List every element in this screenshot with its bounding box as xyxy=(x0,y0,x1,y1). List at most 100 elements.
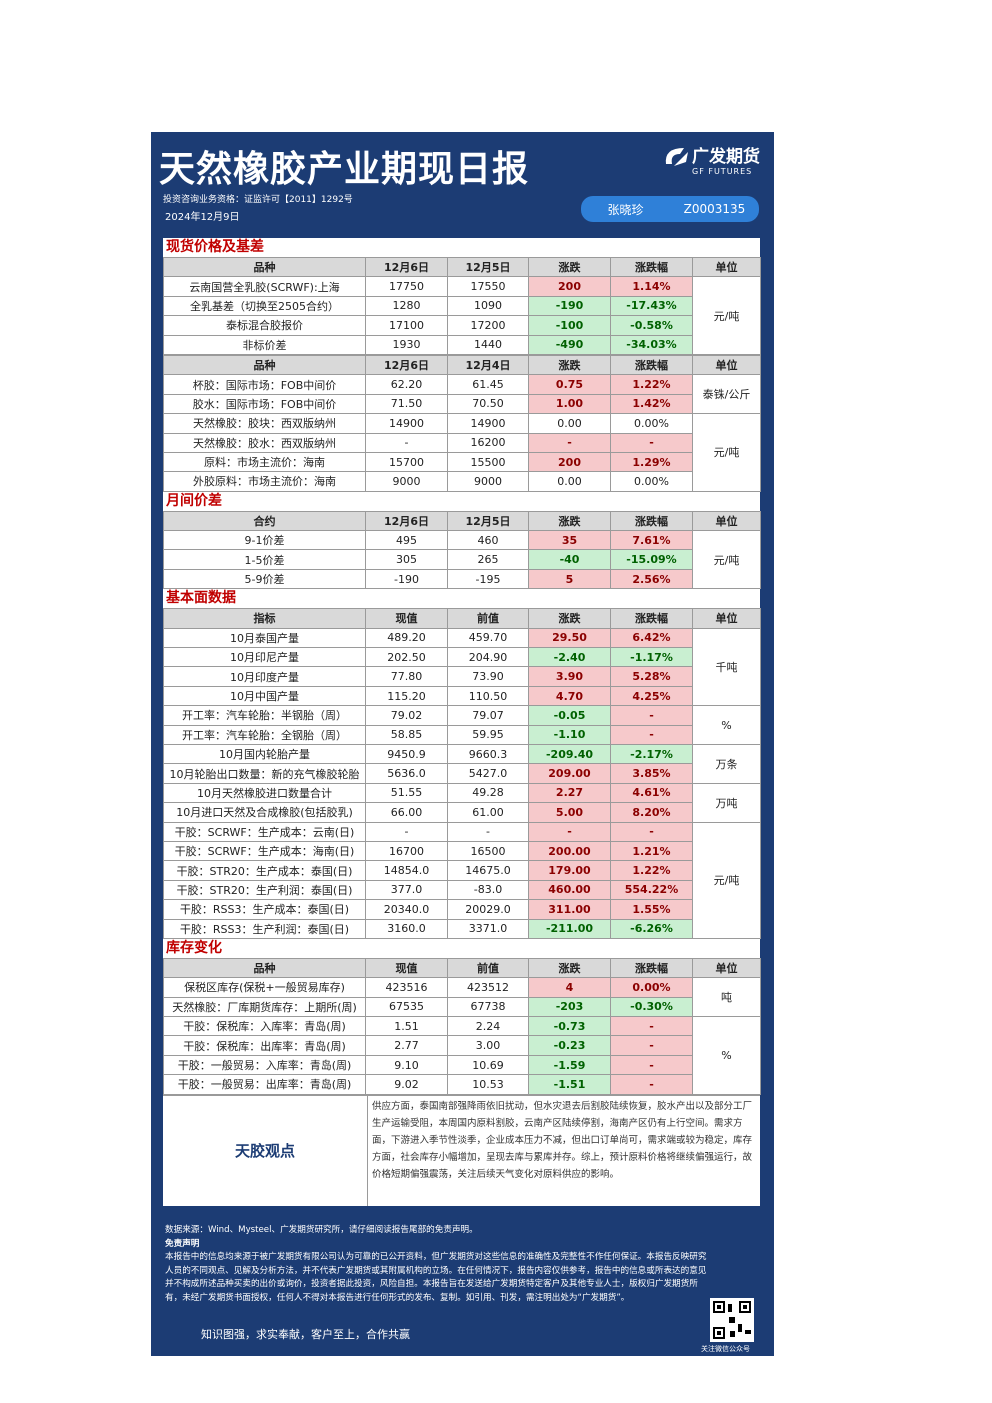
cell: - xyxy=(610,724,693,745)
cell: - xyxy=(610,1016,693,1037)
cell: 杯胶：国际市场：FOB中间价 xyxy=(163,374,366,395)
logo: 广发期货 GF FUTURES xyxy=(662,142,760,176)
cell: -17.43% xyxy=(610,295,693,317)
data-row: 胶水：国际市场：FOB中间价 71.50 70.50 1.00 1.42% xyxy=(163,393,761,415)
header-cell: 单位 xyxy=(692,957,761,979)
cell: 5 xyxy=(528,568,611,590)
cell: 原料：市场主流价：海南 xyxy=(163,451,366,473)
data-row: 开工率：汽车轮胎：半钢胎（周） 79.02 79.07 -0.05-% xyxy=(163,705,761,745)
cell: 14900 xyxy=(365,413,448,434)
report-date: 2024年12月9日 xyxy=(165,212,240,223)
cell: - xyxy=(447,821,529,842)
cell: 8.20% xyxy=(610,802,693,823)
cell: -2.40 xyxy=(528,647,611,668)
header-cell: 合约 xyxy=(163,510,366,532)
cell: 66.00 xyxy=(365,802,448,823)
cell: 1930 xyxy=(365,334,448,355)
data-table: 合约 12月6日 12月5日 涨跌 涨跌幅 单位 9-1价差 495 460 35 7.61% 元/吨… xyxy=(163,510,761,590)
data-row: 干胶：RSS3：生产利润：泰国(日) 3160.0 3371.0 -211.00 -6.… xyxy=(163,918,761,939)
cell: -1.17% xyxy=(610,647,693,668)
header-cell: 涨跌幅 xyxy=(610,354,693,376)
cell: 10月天然橡胶进口数量合计 xyxy=(163,782,366,804)
cell: 泰标混合胶报价 xyxy=(163,315,366,336)
section-title: 月间价差 xyxy=(166,492,222,509)
cell: 天然橡胶：厂库期货库存：上期所(周) xyxy=(163,996,366,1018)
data-row: 保税区库存(保税+一般贸易库存) 423516 423512 4 0.00% 吨 xyxy=(163,977,761,1018)
cell: 9-1价差 xyxy=(163,530,366,551)
cell: 胶水：国际市场：FOB中间价 xyxy=(163,393,366,415)
cell: 17550 xyxy=(447,276,529,297)
data-row: 原料：市场主流价：海南 15700 15500 200 1.29% xyxy=(163,451,761,473)
cell: 35 xyxy=(528,530,611,551)
cell: -34.03% xyxy=(610,334,693,355)
cell: 311.00 xyxy=(528,899,611,920)
header-cell: 单位 xyxy=(692,354,761,376)
cell: -190 xyxy=(528,295,611,317)
cell: 14900 xyxy=(447,413,529,434)
cell: 200 xyxy=(528,276,611,297)
data-table: 品种 12月6日 12月4日 涨跌 涨跌幅 单位 杯胶：国际市场：FOB中间价 62.20 61… xyxy=(163,354,761,492)
qr-caption: 关注微信公众号 xyxy=(701,1345,750,1353)
cell: -195 xyxy=(447,568,529,590)
cell: -100 xyxy=(528,315,611,336)
cell: 2.24 xyxy=(447,1016,529,1037)
header-cell: 单位 xyxy=(692,510,761,532)
cell: 1.55% xyxy=(610,899,693,920)
cell: 1.22% xyxy=(610,860,693,881)
header-cell: 涨跌幅 xyxy=(610,256,693,278)
cell: 9.02 xyxy=(365,1074,448,1095)
cell: - xyxy=(528,432,611,453)
cell: -0.23 xyxy=(528,1035,611,1056)
header-cell: 品种 xyxy=(163,957,366,979)
header-cell: 12月6日 xyxy=(365,510,448,532)
header-cell: 12月4日 xyxy=(447,354,529,376)
cell: -0.58% xyxy=(610,315,693,336)
cell: 0.00% xyxy=(610,413,693,434)
cell: 干胶：RSS3：生产成本：泰国(日) xyxy=(163,899,366,920)
section-title: 现货价格及基差 xyxy=(166,239,264,255)
cell: 460 xyxy=(447,530,529,551)
cell: 干胶：保税库：出库率：青岛(周) xyxy=(163,1035,366,1056)
cell: 4.61% xyxy=(610,782,693,804)
disclaimer-title: 免责声明 xyxy=(165,1238,200,1249)
data-row: 10月中国产量 115.20 110.50 4.70 4.25% xyxy=(163,685,761,707)
data-row: 干胶：STR20：生产成本：泰国(日) 14854.0 14675.0 179.00 1… xyxy=(163,860,761,881)
source: 数据来源：Wind、Mysteel、广发期货研究所，请仔细阅读报告尾部的免责声明… xyxy=(165,1225,478,1235)
cell: 4.25% xyxy=(610,685,693,707)
cell: -1.59 xyxy=(528,1054,611,1076)
cell: - xyxy=(610,1035,693,1056)
cell: - xyxy=(610,821,693,842)
cell: 9450.9 xyxy=(365,743,448,765)
header-cell: 12月6日 xyxy=(365,256,448,278)
cell: 70.50 xyxy=(447,393,529,415)
cell: 10月进口天然及合成橡胶(包括胶乳) xyxy=(163,802,366,823)
data-row: 干胶：RSS3：生产成本：泰国(日) 20340.0 20029.0 311.00 1.… xyxy=(163,899,761,920)
data-row: 非标价差 1930 1440 -490 -34.03% xyxy=(163,334,761,355)
cell: 15700 xyxy=(365,451,448,473)
cell: 7.61% xyxy=(610,530,693,551)
header-cell: 现值 xyxy=(365,608,448,629)
unit-cell: 万吨 xyxy=(692,782,761,823)
cell: - xyxy=(528,821,611,842)
header-cell: 12月5日 xyxy=(447,256,529,278)
cell: 9660.3 xyxy=(447,743,529,765)
analyst-id: Z0003135 xyxy=(683,202,746,216)
view-text: 供应方面，泰国南部强降雨依旧扰动，但水灾退去后割胶陆续恢复，胶水产出以及部分工厂… xyxy=(367,1095,760,1206)
header-cell: 涨跌幅 xyxy=(610,608,693,629)
cell: - xyxy=(610,432,693,453)
cell: 17100 xyxy=(365,315,448,336)
cell: 10月中国产量 xyxy=(163,685,366,707)
data-row: 干胶：STR20：生产利润：泰国(日) 377.0 -83.0 460.00 554.2… xyxy=(163,879,761,901)
cell: 460.00 xyxy=(528,879,611,901)
data-row: 10月天然橡胶进口数量合计 51.55 49.28 2.27 4.61% 万吨 xyxy=(163,782,761,823)
cell: 200 xyxy=(528,451,611,473)
cell: 天然橡胶：胶块：西双版纳州 xyxy=(163,413,366,434)
analyst-name: 张晓珍 xyxy=(607,202,644,217)
cell: 开工率：汽车轮胎：全钢胎（周） xyxy=(163,724,366,745)
header-cell: 12月6日 xyxy=(365,354,448,376)
unit-cell: 元/吨 xyxy=(692,821,761,939)
cell: -209.40 xyxy=(528,743,611,765)
cell: -1.51 xyxy=(528,1074,611,1095)
footer: 数据来源：Wind、Mysteel、广发期货研究所，请仔细阅读报告尾部的免责声明… xyxy=(165,1224,760,1305)
cell: 15500 xyxy=(447,451,529,473)
